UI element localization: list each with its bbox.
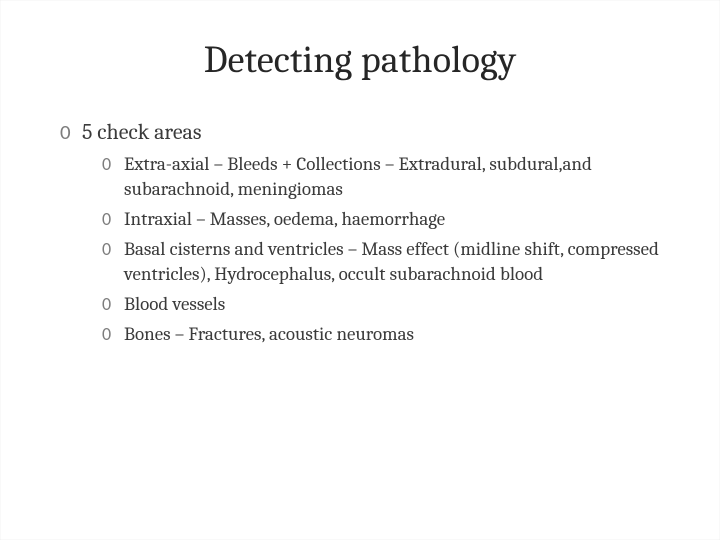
list-item: 0 Blood vessels <box>102 292 670 318</box>
list-item-text: Blood vessels <box>124 293 225 315</box>
list-item: 0 Basal cisterns and ventricles – Mass e… <box>102 237 670 288</box>
bullet-icon: 0 <box>102 207 111 231</box>
list-item: 0 5 check areas 0 Extra-axial – Bleeds +… <box>60 118 670 347</box>
slide-container: Detecting pathology 0 5 check areas 0 Ex… <box>0 0 720 540</box>
list-item-text: Extra-axial – Bleeds + Collections – Ext… <box>124 153 592 201</box>
list-item-text: Basal cisterns and ventricles – Mass eff… <box>124 238 659 286</box>
list-item: 0 Extra-axial – Bleeds + Collections – E… <box>102 152 670 203</box>
list-item-text: Intraxial – Masses, oedema, haemorrhage <box>124 208 445 230</box>
list-item-text: Bones – Fractures, acoustic neuromas <box>124 323 414 345</box>
bullet-icon: 0 <box>102 292 111 316</box>
bullet-list-level1: 0 5 check areas 0 Extra-axial – Bleeds +… <box>50 118 670 347</box>
bullet-icon: 0 <box>102 152 111 176</box>
list-item: 0 Intraxial – Masses, oedema, haemorrhag… <box>102 207 670 233</box>
bullet-icon: 0 <box>102 237 111 261</box>
bullet-list-level2: 0 Extra-axial – Bleeds + Collections – E… <box>82 152 670 347</box>
slide-title: Detecting pathology <box>50 38 670 82</box>
list-item-text: 5 check areas <box>82 119 201 145</box>
list-item: 0 Bones – Fractures, acoustic neuromas <box>102 322 670 348</box>
bullet-icon: 0 <box>102 322 111 346</box>
bullet-icon: 0 <box>60 118 71 146</box>
